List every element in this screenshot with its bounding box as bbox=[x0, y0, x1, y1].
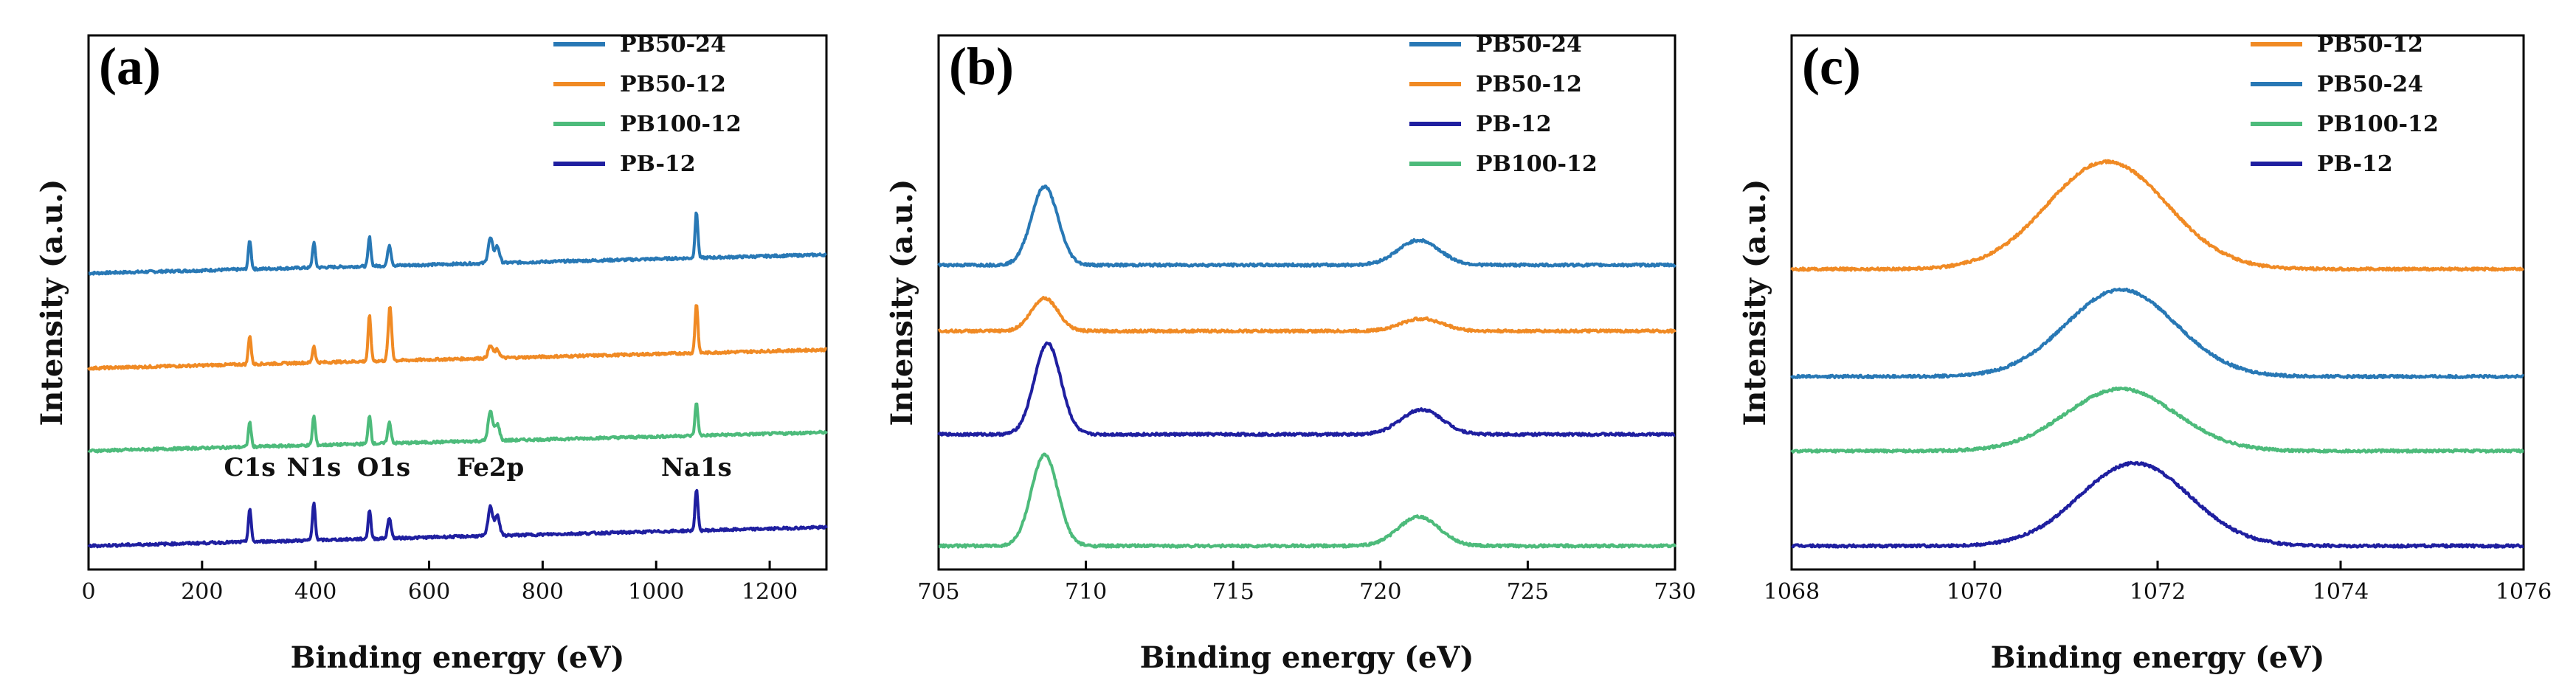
series-line-pb-12 bbox=[1791, 460, 2524, 549]
x-tick-label: 725 bbox=[1507, 579, 1549, 605]
x-tick-label: 1000 bbox=[628, 579, 684, 605]
x-tick-label: 200 bbox=[181, 579, 223, 605]
plot-frame bbox=[937, 34, 1677, 571]
series-line-pb100-12 bbox=[1790, 387, 2524, 454]
y-axis-title: Intensity (a.u.) bbox=[885, 179, 919, 426]
legend-label: PB-12 bbox=[620, 151, 696, 177]
legend-label: PB50-24 bbox=[620, 32, 726, 58]
legend-label: PB-12 bbox=[1476, 111, 1552, 137]
plot-frame bbox=[87, 34, 828, 571]
peak-annotation: O1s bbox=[357, 453, 410, 482]
panel-label: (a) bbox=[99, 37, 161, 96]
x-tick-label: 710 bbox=[1065, 579, 1107, 605]
x-tick-label: 715 bbox=[1212, 579, 1254, 605]
legend-label: PB50-12 bbox=[2317, 32, 2423, 58]
legend-label: PB50-24 bbox=[2317, 72, 2423, 97]
legend-label: PB100-12 bbox=[620, 111, 742, 137]
x-tick-label: 730 bbox=[1654, 579, 1696, 605]
x-tick-label: 705 bbox=[917, 579, 959, 605]
series-line-pb50-12 bbox=[937, 296, 1677, 334]
legend-label: PB50-12 bbox=[620, 72, 726, 97]
peak-annotation: C1s bbox=[224, 453, 276, 482]
series-line-pb50-24 bbox=[937, 184, 1677, 268]
legend-label: PB50-12 bbox=[1476, 72, 1582, 97]
panel-c: 1068 1070 1072 1074 1076 Binding energy (eV) I… bbox=[1738, 32, 2552, 675]
x-axis-title: Binding energy (eV) bbox=[291, 640, 625, 675]
x-tick-label: 0 bbox=[81, 579, 95, 605]
series-line-pb50-12 bbox=[87, 304, 828, 371]
x-tick-label: 1068 bbox=[1764, 579, 1820, 605]
series-line-pb-12 bbox=[87, 488, 828, 549]
peak-annotation: N1s bbox=[286, 453, 341, 482]
legend-label: PB100-12 bbox=[2317, 111, 2439, 137]
series-line-pb50-24 bbox=[1790, 287, 2524, 380]
series-line-pb100-12 bbox=[87, 402, 828, 454]
y-axis-title: Intensity (a.u.) bbox=[1738, 179, 1772, 426]
x-tick-label: 720 bbox=[1359, 579, 1401, 605]
x-tick-label: 600 bbox=[408, 579, 450, 605]
legend-label: PB-12 bbox=[2317, 151, 2393, 177]
x-tick-label: 1072 bbox=[2130, 579, 2186, 605]
panel-a: 0 200 400 600 800 1000 1200 Binding energy (eV)… bbox=[35, 32, 828, 675]
series-line-pb50-24 bbox=[88, 211, 827, 276]
y-axis-title: Intensity (a.u.) bbox=[35, 179, 69, 426]
x-tick-label: 1076 bbox=[2496, 579, 2552, 605]
legend-label: PB100-12 bbox=[1476, 151, 1598, 177]
series-line-pb50-12 bbox=[1790, 159, 2524, 272]
x-tick-label: 1074 bbox=[2313, 579, 2369, 605]
x-tick-label: 1200 bbox=[742, 579, 798, 605]
panel-label: (b) bbox=[949, 37, 1014, 96]
series-line-pb-12 bbox=[937, 341, 1676, 437]
series-line-pb100-12 bbox=[938, 452, 1677, 549]
peak-annotation: Na1s bbox=[661, 453, 732, 482]
x-tick-label: 400 bbox=[294, 579, 336, 605]
x-tick-label: 800 bbox=[522, 579, 564, 605]
peak-annotation: Fe2p bbox=[457, 453, 524, 482]
panel-label: (c) bbox=[1802, 37, 1861, 96]
x-tick-label: 1070 bbox=[1947, 579, 2003, 605]
legend-label: PB50-24 bbox=[1476, 32, 1582, 58]
x-axis-title: Binding energy (eV) bbox=[1140, 640, 1474, 675]
panel-b: 705 710 715 720 725 730 Binding energy (eV) Int… bbox=[885, 32, 1696, 675]
x-axis-title: Binding energy (eV) bbox=[1991, 640, 2325, 675]
